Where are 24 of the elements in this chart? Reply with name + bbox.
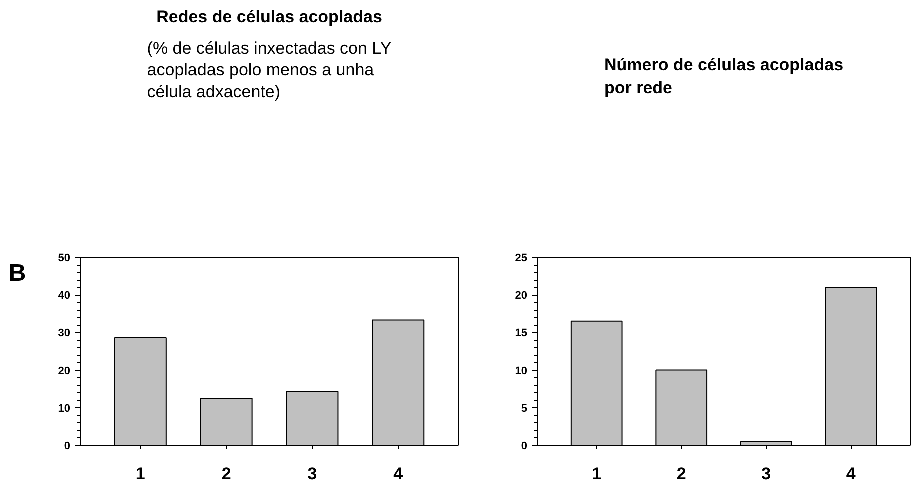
y-tick-label: 40	[58, 290, 71, 302]
x-tick-label: 3	[308, 464, 318, 484]
x-tick-label: 1	[592, 464, 602, 484]
x-tick-label: 2	[222, 464, 232, 484]
y-tick-label: 10	[515, 365, 528, 378]
text: B	[8, 260, 26, 288]
x-tick-label: 4	[394, 464, 404, 484]
y-tick-label: 50	[58, 252, 71, 264]
y-tick-label: 5	[521, 402, 528, 415]
chart-title: Redes de células acopladas	[156, 8, 382, 26]
x-tick-label: 2	[676, 464, 686, 484]
chart-subtitle: (% de células inxectadas con LY acopladas polo menos a unha célula adxacente)	[147, 38, 392, 102]
y-tick-label: 0	[64, 440, 71, 452]
y-tick-label: 25	[515, 252, 528, 264]
x-tick-label: 3	[762, 464, 772, 484]
y-tick-label: 20	[515, 290, 528, 302]
y-tick-label: 0	[521, 440, 528, 452]
y-tick-label: 20	[58, 365, 71, 378]
y-tick-label: 15	[515, 328, 528, 340]
chart-title: Número de células acopladas por rede	[604, 56, 844, 98]
y-tick-label: 10	[58, 402, 71, 415]
y-tick-label: 30	[58, 328, 71, 340]
x-tick-label: 1	[136, 464, 146, 484]
x-tick-label: 4	[846, 464, 856, 484]
